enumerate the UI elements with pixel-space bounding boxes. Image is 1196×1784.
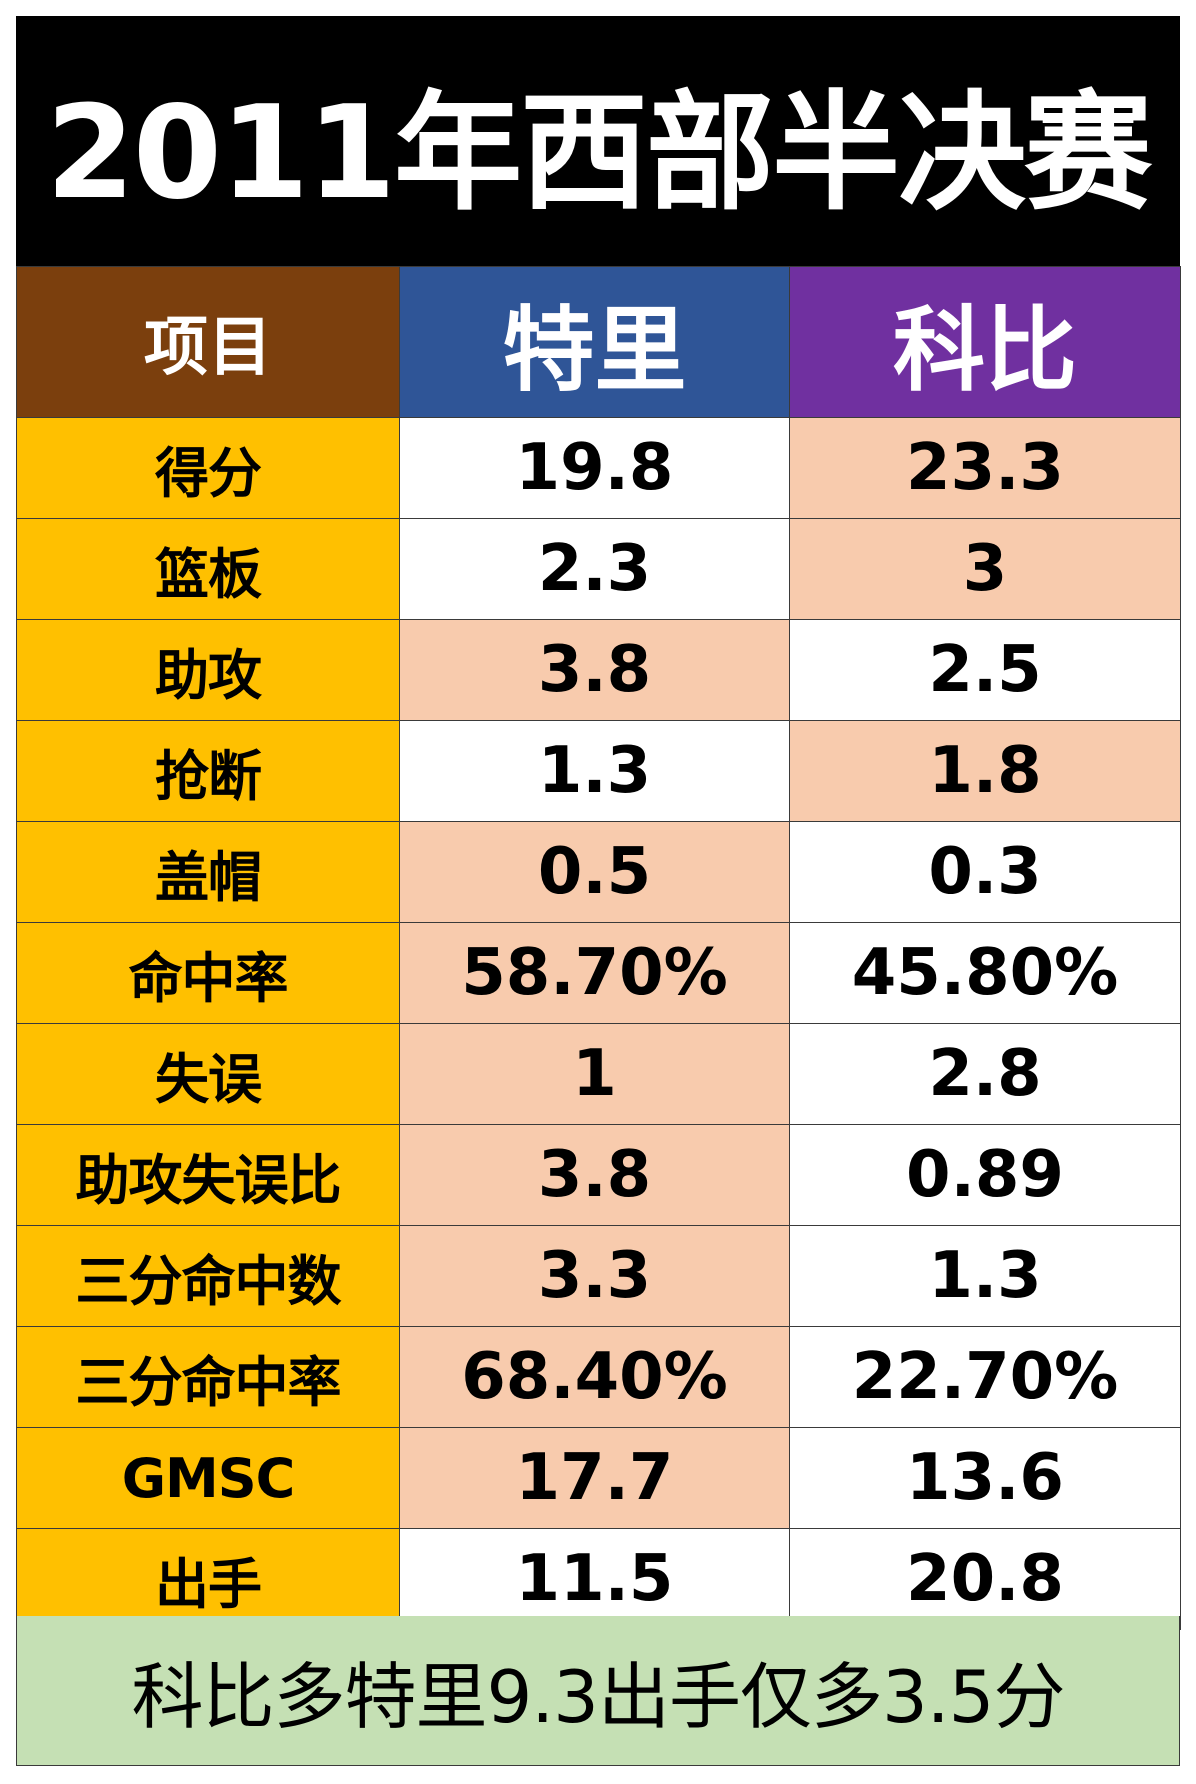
value-terry: 58.70% (399, 922, 790, 1024)
header-row: 项目 特里 科比 (16, 266, 1181, 418)
table-row: 三分命中数 3.3 1.3 (16, 1225, 1181, 1327)
row-label: 失误 (16, 1023, 400, 1125)
value-terry: 19.8 (399, 417, 790, 519)
table-row: 助攻失误比 3.8 0.89 (16, 1124, 1181, 1226)
row-label: 助攻失误比 (16, 1124, 400, 1226)
table-row: 盖帽 0.5 0.3 (16, 821, 1181, 923)
value-terry: 1 (399, 1023, 790, 1125)
value-terry: 3.8 (399, 619, 790, 721)
table-row: GMSC 17.7 13.6 (16, 1427, 1181, 1529)
row-label: 得分 (16, 417, 400, 519)
value-kobe: 0.3 (789, 821, 1181, 923)
value-terry: 1.3 (399, 720, 790, 822)
table-row: 失误 1 2.8 (16, 1023, 1181, 1125)
value-kobe: 1.8 (789, 720, 1181, 822)
table-row: 出手 11.5 20.8 (16, 1528, 1181, 1630)
page-title: 2011年西部半决赛 (45, 78, 1152, 228)
table-row: 篮板 2.3 3 (16, 518, 1181, 620)
table-row: 抢断 1.3 1.8 (16, 720, 1181, 822)
value-terry: 2.3 (399, 518, 790, 620)
value-kobe: 3 (789, 518, 1181, 620)
summary-footer: 科比多特里9.3出手仅多3.5分 (16, 1616, 1180, 1766)
row-label: 出手 (16, 1528, 400, 1630)
row-label: GMSC (16, 1427, 400, 1529)
header-player-terry: 特里 (399, 266, 790, 418)
value-terry: 11.5 (399, 1528, 790, 1630)
title-bar: 2011年西部半决赛 (16, 16, 1180, 266)
value-kobe: 20.8 (789, 1528, 1181, 1630)
value-kobe: 0.89 (789, 1124, 1181, 1226)
table-row: 命中率 58.70% 45.80% (16, 922, 1181, 1024)
row-label: 命中率 (16, 922, 400, 1024)
summary-text: 科比多特里9.3出手仅多3.5分 (131, 1655, 1065, 1739)
value-terry: 17.7 (399, 1427, 790, 1529)
table-body: 得分 19.8 23.3 篮板 2.3 3 助攻 3.8 2.5 抢断 1.3 1.8 盖帽 0.5 0.3… (16, 417, 1181, 1630)
value-terry: 0.5 (399, 821, 790, 923)
value-terry: 68.40% (399, 1326, 790, 1428)
value-kobe: 13.6 (789, 1427, 1181, 1529)
table-row: 助攻 3.8 2.5 (16, 619, 1181, 721)
table-row: 得分 19.8 23.3 (16, 417, 1181, 519)
value-kobe: 23.3 (789, 417, 1181, 519)
stats-card: 2011年西部半决赛 项目 特里 科比 得分 19.8 23.3 篮板 2.3 3 助攻 3.… (16, 16, 1181, 1768)
value-kobe: 2.5 (789, 619, 1181, 721)
value-kobe: 1.3 (789, 1225, 1181, 1327)
table-row: 三分命中率 68.40% 22.70% (16, 1326, 1181, 1428)
value-kobe: 22.70% (789, 1326, 1181, 1428)
value-terry: 3.3 (399, 1225, 790, 1327)
row-label: 篮板 (16, 518, 400, 620)
header-item: 项目 (16, 266, 400, 418)
row-label: 三分命中数 (16, 1225, 400, 1327)
header-player-kobe: 科比 (789, 266, 1181, 418)
comparison-table: 项目 特里 科比 得分 19.8 23.3 篮板 2.3 3 助攻 3.8 2.5 抢断 1.3 1.… (16, 266, 1181, 1630)
value-terry: 3.8 (399, 1124, 790, 1226)
row-label: 三分命中率 (16, 1326, 400, 1428)
value-kobe: 2.8 (789, 1023, 1181, 1125)
value-kobe: 45.80% (789, 922, 1181, 1024)
row-label: 盖帽 (16, 821, 400, 923)
row-label: 助攻 (16, 619, 400, 721)
row-label: 抢断 (16, 720, 400, 822)
